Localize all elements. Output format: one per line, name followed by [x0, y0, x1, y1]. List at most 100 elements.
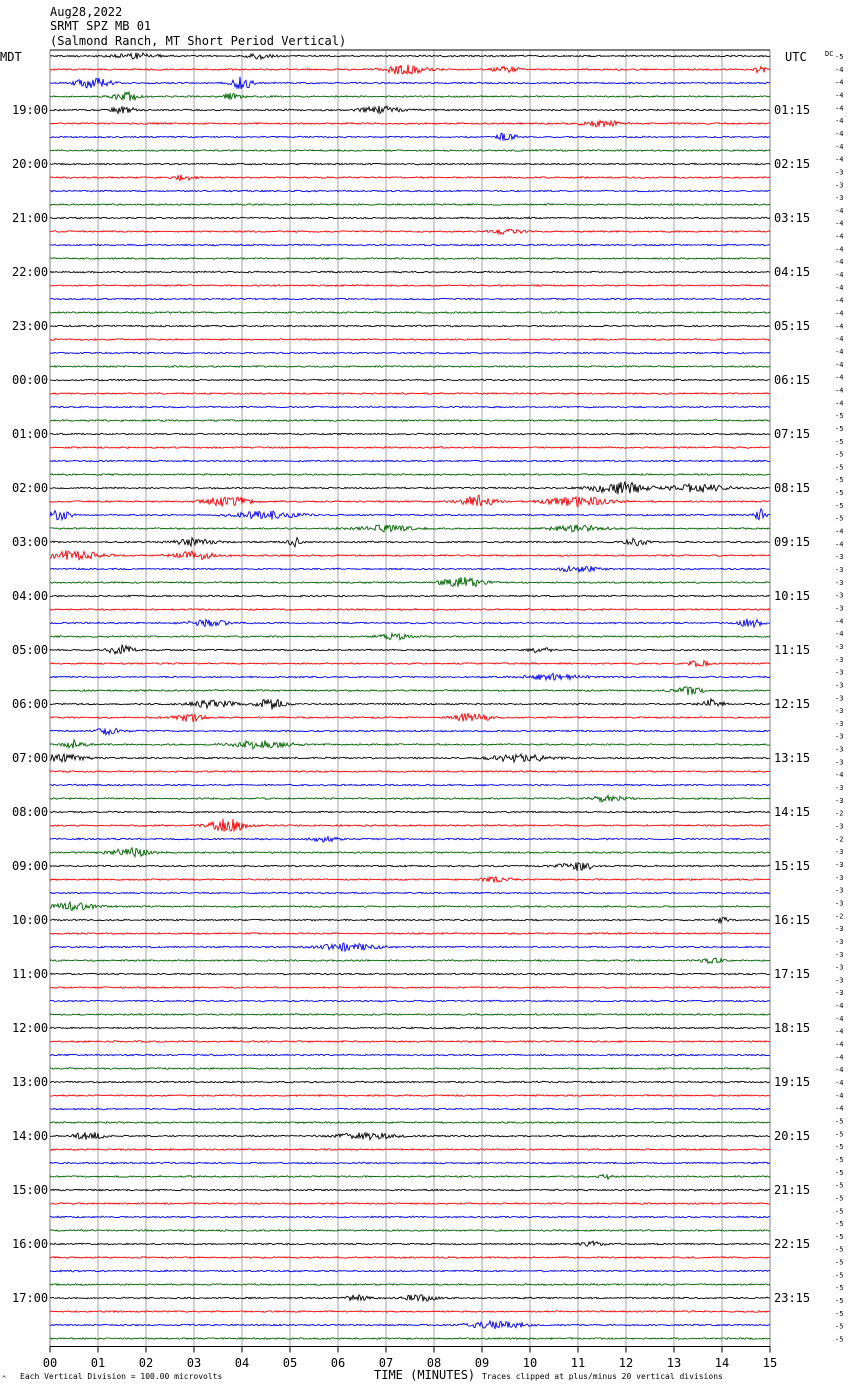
- x-tick-label: 00: [43, 1356, 57, 1370]
- dc-offset-label: -3: [835, 861, 843, 869]
- trace-line: [49, 1201, 771, 1206]
- dc-offset-label: -5: [835, 1297, 843, 1305]
- dc-offset-label: -5: [835, 1143, 843, 1151]
- dc-offset-label: -4: [835, 310, 843, 318]
- right-hour-label: 06:15: [774, 373, 810, 387]
- dc-offset-label: -5: [835, 412, 843, 420]
- trace-line: [49, 891, 771, 895]
- dc-offset-label: -5: [835, 502, 843, 510]
- dc-offset-label: -4: [835, 348, 843, 356]
- x-tick-label: 14: [715, 1356, 729, 1370]
- dc-offset-label: -5: [835, 1207, 843, 1215]
- dc-offset-label: -4: [835, 322, 843, 330]
- dc-offset-label: -4: [835, 1028, 843, 1036]
- left-hour-label: 05:00: [12, 643, 48, 657]
- dc-offset-label: -5: [835, 1284, 843, 1292]
- corner-mark: ^: [2, 1375, 6, 1383]
- dc-offset-label: -3: [835, 758, 843, 766]
- dc-header-label: DC: [825, 50, 833, 58]
- trace-line: [50, 481, 771, 495]
- trace-line: [50, 297, 771, 301]
- trace-line: [50, 712, 771, 723]
- left-hour-label: 19:00: [12, 103, 48, 117]
- dc-offset-label: -3: [835, 194, 843, 202]
- trace-line: [49, 1120, 771, 1125]
- trace-line: [49, 1282, 771, 1287]
- dc-offset-label: -5: [835, 1194, 843, 1202]
- dc-offset-label: -5: [835, 1117, 843, 1125]
- right-hour-label: 01:15: [774, 103, 810, 117]
- left-hour-label: 04:00: [12, 589, 48, 603]
- dc-offset-label: -3: [835, 899, 843, 907]
- trace-line: [50, 818, 771, 833]
- dc-offset-label: -3: [835, 823, 843, 831]
- scale-note: Each Vertical Division = 100.00 microvol…: [20, 1372, 222, 1381]
- trace-line: [50, 418, 771, 423]
- left-hour-label: 08:00: [12, 805, 48, 819]
- trace-line: [49, 631, 771, 642]
- trace-line: [49, 1240, 771, 1247]
- dc-offset-label: -3: [835, 669, 843, 677]
- trace-line: [49, 493, 770, 508]
- trace-line: [49, 576, 771, 588]
- right-hour-label: 04:15: [774, 265, 810, 279]
- left-hour-label: 06:00: [12, 697, 48, 711]
- dc-offset-label: -3: [835, 604, 843, 612]
- dc-offset-label: -4: [835, 271, 843, 279]
- trace-line: [49, 1053, 770, 1057]
- dc-offset-label: -5: [835, 1336, 843, 1344]
- dc-offset-label: -4: [835, 245, 843, 253]
- trace-line: [49, 1309, 771, 1314]
- dc-offset-label: -4: [835, 540, 843, 548]
- trace-line: [49, 999, 771, 1003]
- trace-line: [49, 310, 771, 315]
- trace-line: [49, 1107, 771, 1111]
- right-hour-label: 02:15: [774, 157, 810, 171]
- dc-offset-label: -4: [835, 207, 843, 215]
- dc-offset-label: -3: [835, 976, 843, 984]
- trace-line: [49, 1337, 771, 1341]
- trace-line: [49, 405, 771, 409]
- dc-offset-label: -5: [835, 489, 843, 497]
- dc-offset-label: -4: [835, 104, 843, 112]
- x-tick-label: 03: [187, 1356, 201, 1370]
- dc-offset-label: -3: [835, 168, 843, 176]
- x-tick-label: 07: [379, 1356, 393, 1370]
- dc-offset-label: -4: [835, 66, 843, 74]
- clip-note: Traces clipped at plus/minus 20 vertical…: [482, 1372, 723, 1381]
- left-hour-label: 03:00: [12, 535, 48, 549]
- left-hour-label: 13:00: [12, 1075, 48, 1089]
- trace-line: [49, 524, 771, 533]
- right-hour-label: 13:15: [774, 751, 810, 765]
- trace-line: [49, 686, 771, 696]
- dc-offset-label: -4: [835, 335, 843, 343]
- dc-offset-label: -3: [835, 181, 843, 189]
- dc-offset-label: -5: [835, 1182, 843, 1190]
- right-hour-label: 09:15: [774, 535, 810, 549]
- dc-offset-label: -4: [835, 143, 843, 151]
- dc-offset-label: -3: [835, 951, 843, 959]
- dc-offset-label: -4: [835, 1015, 843, 1023]
- x-tick-label: 12: [619, 1356, 633, 1370]
- dc-offset-label: -3: [835, 553, 843, 561]
- dc-offset-label: -4: [835, 1041, 843, 1049]
- trace-line: [49, 270, 771, 274]
- dc-offset-label: -3: [835, 681, 843, 689]
- trace-line: [49, 972, 771, 976]
- dc-offset-label: -4: [835, 220, 843, 228]
- dc-offset-label: -3: [835, 964, 843, 972]
- trace-line: [49, 1131, 770, 1142]
- dc-offset-label: -4: [835, 528, 843, 536]
- trace-line: [49, 931, 771, 936]
- dc-offset-label: -4: [835, 1079, 843, 1087]
- right-hour-label: 22:15: [774, 1237, 810, 1251]
- left-hour-label: 17:00: [12, 1291, 48, 1305]
- station-label: SRMT SPZ MB 01: [50, 19, 151, 33]
- trace-line: [49, 1319, 771, 1330]
- trace-line: [49, 594, 771, 598]
- dc-offset-label: -4: [835, 386, 843, 394]
- trace-line: [49, 1080, 771, 1084]
- dc-offset-label: -4: [835, 1105, 843, 1113]
- trace-line: [49, 942, 771, 953]
